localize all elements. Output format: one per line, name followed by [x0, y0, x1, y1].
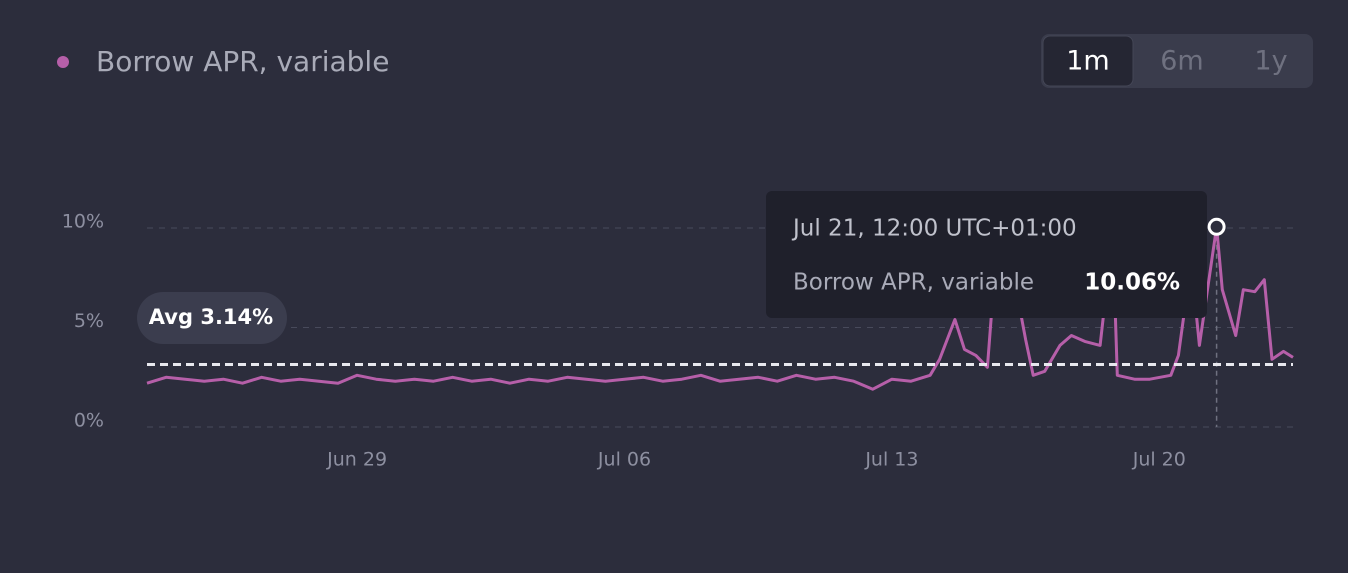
- x-tick-label: Jul 13: [864, 449, 918, 471]
- range-button[interactable]: [1042, 35, 1134, 87]
- x-tick-label: Jun 29: [326, 449, 387, 471]
- y-tick-label: 10%: [62, 211, 104, 233]
- tooltip-box: [766, 191, 1207, 318]
- y-tick-label: 0%: [74, 410, 104, 432]
- range-label[interactable]: 1m: [1066, 46, 1109, 77]
- range-label[interactable]: 1y: [1254, 46, 1287, 77]
- tooltip-marker: [1207, 217, 1226, 236]
- legend-label: Borrow APR, variable: [96, 45, 389, 78]
- x-tick-label: Jul 20: [1132, 449, 1186, 471]
- y-tick-label: 5%: [74, 310, 104, 332]
- range-label[interactable]: 6m: [1160, 46, 1203, 77]
- data-line: [146, 225, 1294, 391]
- average-pill: [137, 292, 287, 344]
- x-tick-label: Jul 06: [597, 449, 651, 471]
- tooltip-date: Jul 21, 12:00 UTC+01:00: [791, 216, 1077, 242]
- tooltip-series: Borrow APR, variable: [793, 270, 1034, 296]
- legend-dot: [57, 56, 69, 68]
- tooltip-value: 10.06%: [1084, 270, 1180, 296]
- average-label: Avg 3.14%: [149, 305, 273, 329]
